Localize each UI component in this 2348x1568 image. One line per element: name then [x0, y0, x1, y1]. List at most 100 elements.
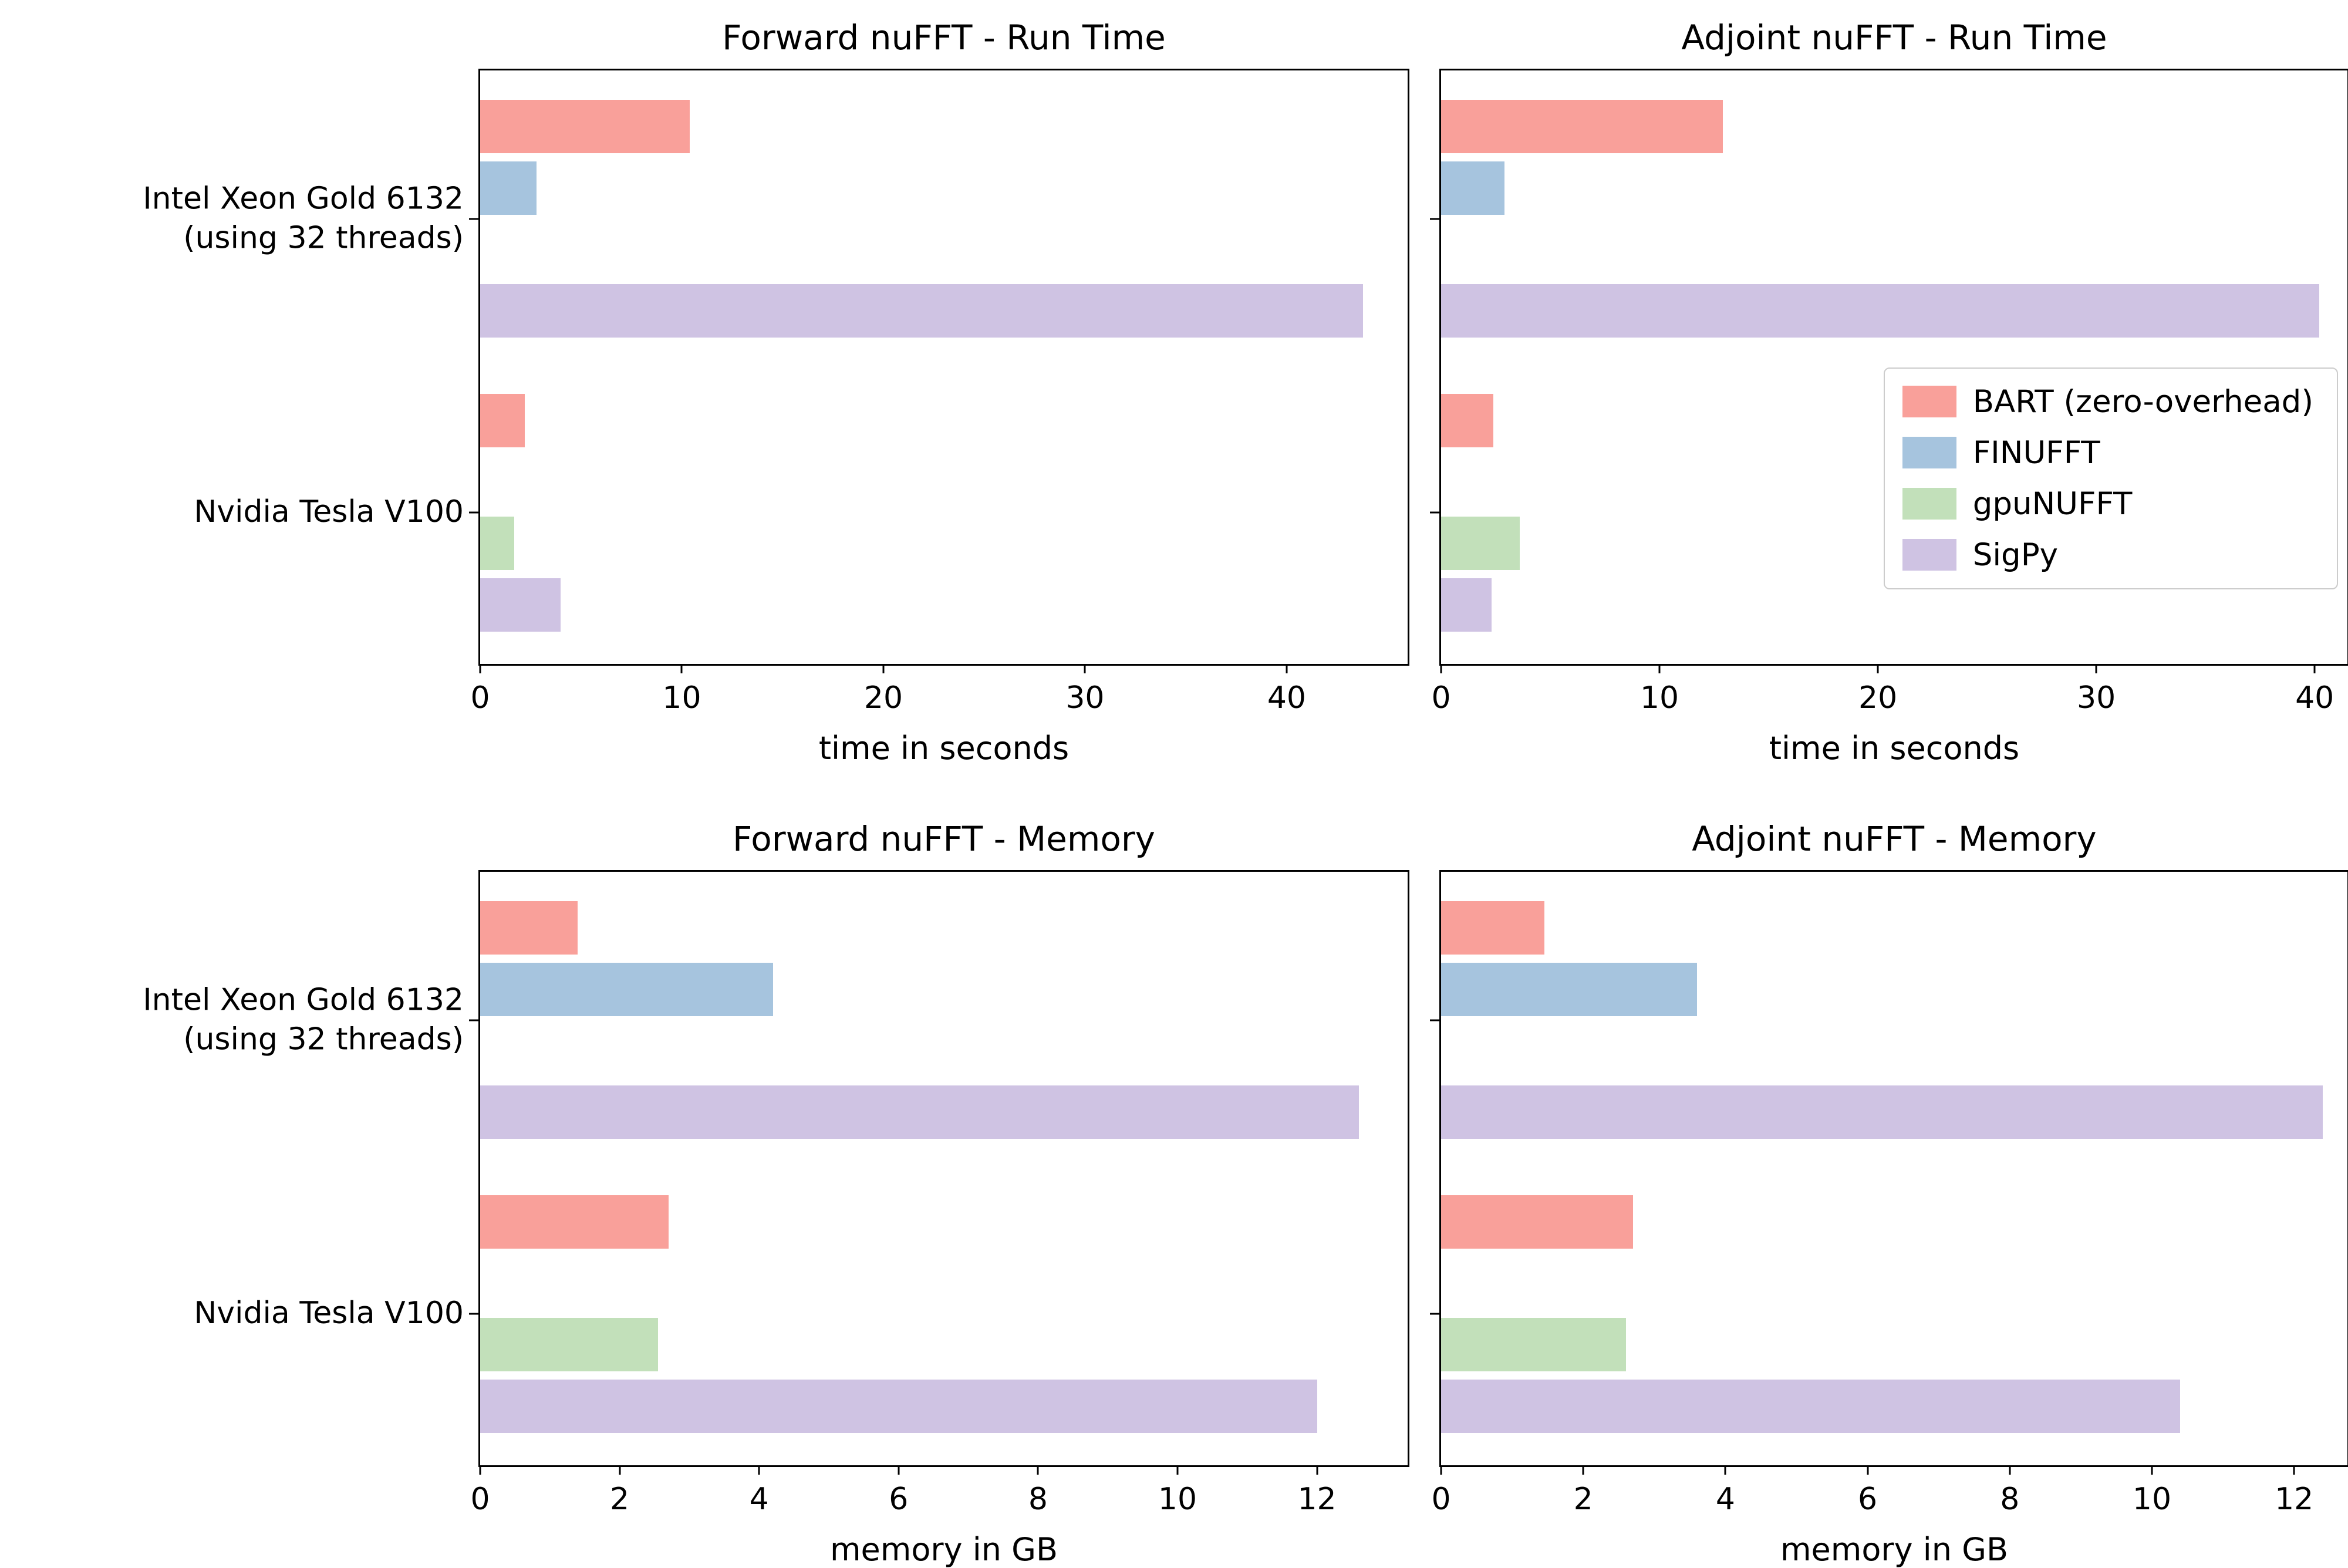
y-category-label: Intel Xeon Gold 6132 (using 32 threads) [143, 982, 464, 1057]
bar-finufft-group0 [1441, 161, 1504, 215]
x-tick [1440, 664, 1442, 673]
x-tick [1084, 664, 1086, 673]
x-tick [1440, 1465, 1442, 1475]
x-tick [1724, 1465, 1726, 1475]
y-tick [469, 511, 478, 514]
subplot-adjoint-memory: Adjoint nuFFT - Memory memory in GB 0 2 4 6… [1430, 819, 2348, 1568]
chart-title: Forward nuFFT - Run Time [722, 18, 1166, 58]
x-tick [680, 664, 683, 673]
x-tick-label: 10 [662, 680, 701, 716]
y-tick [1430, 1019, 1439, 1021]
chart-title: Forward nuFFT - Memory [732, 819, 1155, 859]
subplot-forward-runtime: Forward nuFFT - Run Time time in seconds… [143, 18, 1409, 767]
x-tick [1316, 1465, 1318, 1475]
x-tick-label: 10 [2132, 1482, 2172, 1517]
x-tick [1037, 1465, 1039, 1475]
x-tick-label: 12 [2275, 1482, 2314, 1517]
x-tick-label: 20 [863, 680, 903, 716]
bar-gpunufft-group1 [480, 1318, 658, 1371]
x-tick [619, 1465, 621, 1475]
chart-title: Adjoint nuFFT - Run Time [1681, 18, 2107, 58]
y-category-label: Intel Xeon Gold 6132 (using 32 threads) [143, 181, 464, 256]
x-tick-label: 0 [1431, 1482, 1451, 1517]
y-tick [1430, 1313, 1439, 1315]
x-axis-label: time in seconds [818, 730, 1070, 767]
x-tick-label: 2 [610, 1482, 630, 1517]
x-tick-label: 0 [470, 1482, 490, 1517]
legend-row-finufft: FINUFFT [1902, 435, 2313, 471]
x-tick [1877, 664, 1879, 673]
legend-swatch-sigpy [1902, 539, 1956, 571]
x-tick-label: 10 [1639, 680, 1679, 716]
x-tick-label: 40 [1267, 680, 1306, 716]
x-tick [1286, 664, 1288, 673]
bar-gpunufft-group1 [480, 517, 515, 570]
x-tick-label: 20 [1858, 680, 1898, 716]
x-tick-label: 4 [749, 1482, 769, 1517]
bar-gpunufft-group1 [1441, 517, 1520, 570]
legend-label: BART (zero-overhead) [1972, 383, 2313, 420]
x-tick [1582, 1465, 1584, 1475]
bar-bart-zero-overhead-group0 [480, 100, 690, 154]
x-tick-label: 2 [1573, 1482, 1593, 1517]
x-tick [1176, 1465, 1179, 1475]
bar-bart-zero-overhead-group0 [1441, 100, 1723, 154]
y-category-label: Nvidia Tesla V100 [194, 494, 464, 530]
bar-bart-zero-overhead-group1 [480, 1195, 669, 1249]
x-tick [479, 664, 481, 673]
legend-label: SigPy [1972, 537, 2059, 573]
x-tick-label: 0 [470, 680, 490, 716]
x-tick-label: 8 [1028, 1482, 1048, 1517]
x-tick [882, 664, 885, 673]
legend-row-bart-zero-overhead: BART (zero-overhead) [1902, 384, 2313, 420]
legend: BART (zero-overhead) FINUFFT gpuNUFFT SigPy [1883, 367, 2338, 589]
x-tick-label: 30 [1065, 680, 1105, 716]
x-axis-label: time in seconds [1769, 730, 2020, 767]
x-tick-label: 6 [889, 1482, 909, 1517]
bar-sigpy-group1 [480, 578, 561, 632]
x-tick [2095, 664, 2097, 673]
bar-sigpy-group0 [1441, 284, 2319, 338]
legend-swatch-gpunufft [1902, 488, 1956, 520]
bar-finufft-group0 [1441, 962, 1697, 1016]
bar-sigpy-group0 [480, 284, 1364, 338]
x-tick [2009, 1465, 2011, 1475]
bar-finufft-group0 [480, 962, 773, 1016]
bar-bart-zero-overhead-group1 [1441, 393, 1494, 447]
bar-bart-zero-overhead-group0 [1441, 901, 1544, 955]
x-tick [2313, 664, 2316, 673]
legend-label: gpuNUFFT [1972, 485, 2133, 522]
x-tick [479, 1465, 481, 1475]
bar-bart-zero-overhead-group0 [480, 901, 578, 955]
x-tick-label: 6 [1858, 1482, 1878, 1517]
x-tick [2293, 1465, 2295, 1475]
legend-swatch-finufft [1902, 437, 1956, 468]
legend-label: FINUFFT [1972, 434, 2100, 471]
x-tick-label: 12 [1297, 1482, 1337, 1517]
bar-sigpy-group1 [480, 1379, 1317, 1433]
y-category-label: Nvidia Tesla V100 [194, 1296, 464, 1331]
y-tick [469, 1313, 478, 1315]
bar-bart-zero-overhead-group1 [480, 393, 525, 447]
legend-swatch-bart-zero-overhead [1902, 386, 1956, 417]
bar-sigpy-group0 [1441, 1085, 2323, 1139]
x-axis-label: memory in GB [1780, 1531, 2009, 1568]
x-tick [1658, 664, 1661, 673]
x-axis-label: memory in GB [829, 1531, 1058, 1568]
bar-sigpy-group1 [1441, 1379, 2181, 1433]
x-tick-label: 30 [2077, 680, 2116, 716]
x-tick [898, 1465, 900, 1475]
x-tick [1867, 1465, 1869, 1475]
subplot-adjoint-runtime: Adjoint nuFFT - Run Time time in seconds… [1430, 18, 2348, 767]
bar-sigpy-group1 [1441, 578, 1492, 632]
bar-gpunufft-group1 [1441, 1318, 1626, 1371]
legend-row-gpunufft: gpuNUFFT [1902, 486, 2313, 522]
chart-title: Adjoint nuFFT - Memory [1692, 819, 2097, 859]
y-tick [1430, 218, 1439, 220]
x-tick-label: 0 [1431, 680, 1451, 716]
x-tick [2151, 1465, 2153, 1475]
subplot-forward-memory: Forward nuFFT - Memory memory in GB 0 2 4 6… [143, 819, 1409, 1568]
bar-finufft-group0 [480, 161, 537, 215]
y-tick [469, 1019, 478, 1021]
